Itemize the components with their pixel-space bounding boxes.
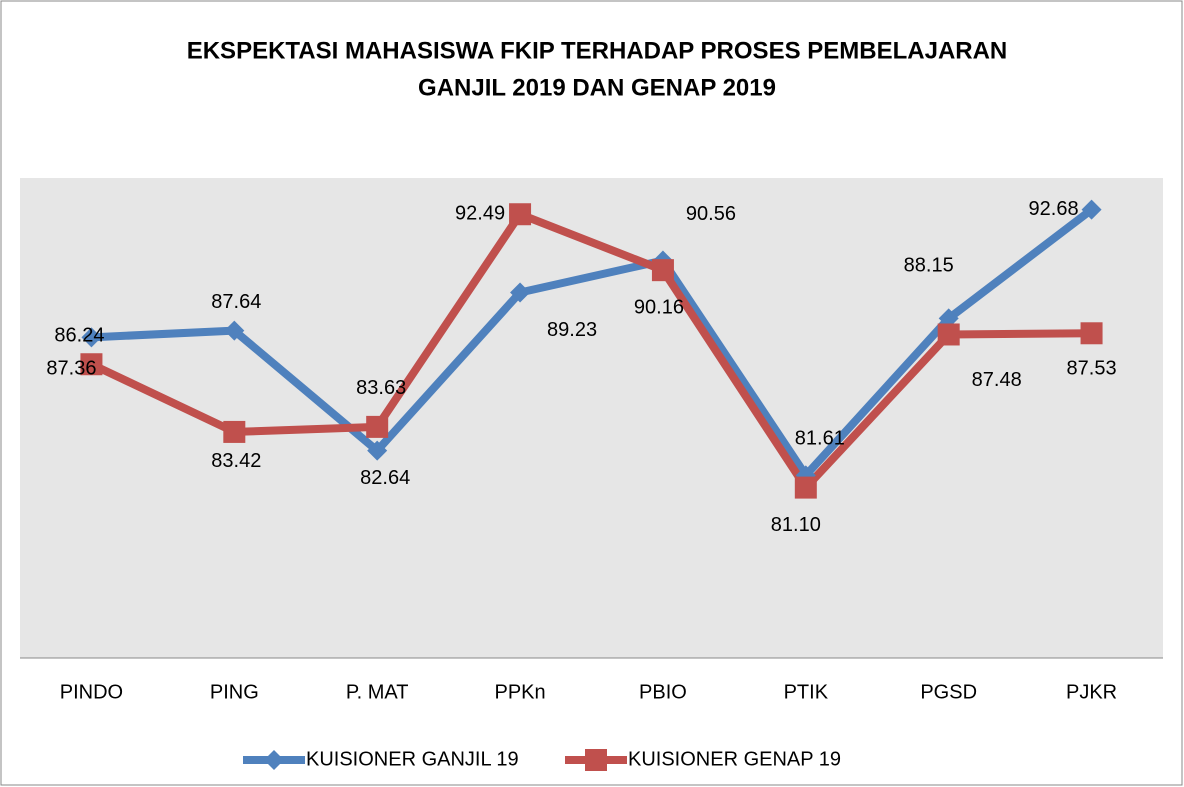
series-line: [91, 206, 1094, 480]
marker: [366, 415, 389, 438]
marker: [937, 323, 960, 346]
marker: [81, 327, 102, 348]
marker: [224, 320, 245, 341]
x-tick-label: P. MAT: [346, 681, 409, 703]
x-tick-label: PGSD: [920, 681, 977, 703]
data-label: 87.48: [972, 369, 1022, 391]
data-label: 87.36: [46, 358, 96, 380]
marker: [510, 282, 531, 303]
data-label: 81.61: [795, 428, 845, 450]
data-label: 90.56: [686, 203, 736, 225]
data-label: 89.23: [547, 319, 597, 341]
data-label: 83.63: [356, 377, 406, 399]
data-label: 82.64: [360, 467, 410, 489]
marker: [223, 420, 246, 443]
x-tick-label: PPKn: [494, 681, 545, 703]
marker: [80, 353, 103, 376]
marker: [938, 308, 959, 329]
data-label: 88.15: [904, 255, 954, 277]
data-label: 87.53: [1067, 358, 1117, 380]
marker: [367, 440, 388, 461]
data-label: 87.64: [211, 291, 261, 313]
marker: [1080, 322, 1103, 345]
data-label: 92.68: [1029, 198, 1079, 220]
marker: [509, 203, 532, 226]
chart-title: EKSPEKTASI MAHASISWA FKIP TERHADAP PROSE…: [187, 37, 1008, 64]
data-label: 92.49: [455, 203, 505, 225]
data-label: 83.42: [211, 450, 261, 472]
legend-label: KUISIONER GANJIL 19: [306, 748, 519, 770]
plot-area: [20, 178, 1163, 658]
data-label: 86.24: [54, 325, 104, 347]
marker: [1081, 199, 1102, 220]
legend-label: KUISIONER GENAP 19: [628, 748, 841, 770]
legend-marker: [585, 749, 607, 771]
x-tick-label: PJKR: [1066, 681, 1117, 703]
x-tick-label: PTIK: [784, 681, 829, 703]
data-label: 90.16: [634, 296, 684, 318]
x-tick-label: PBIO: [639, 681, 687, 703]
data-label: 81.10: [771, 514, 821, 536]
series-line: [89, 210, 1092, 492]
legend-marker: [264, 750, 284, 770]
marker: [794, 476, 817, 499]
x-tick-label: PINDO: [60, 681, 123, 703]
chart-title: GANJIL 2019 DAN GENAP 2019: [418, 74, 776, 101]
marker: [651, 259, 674, 282]
x-tick-label: PING: [210, 681, 259, 703]
